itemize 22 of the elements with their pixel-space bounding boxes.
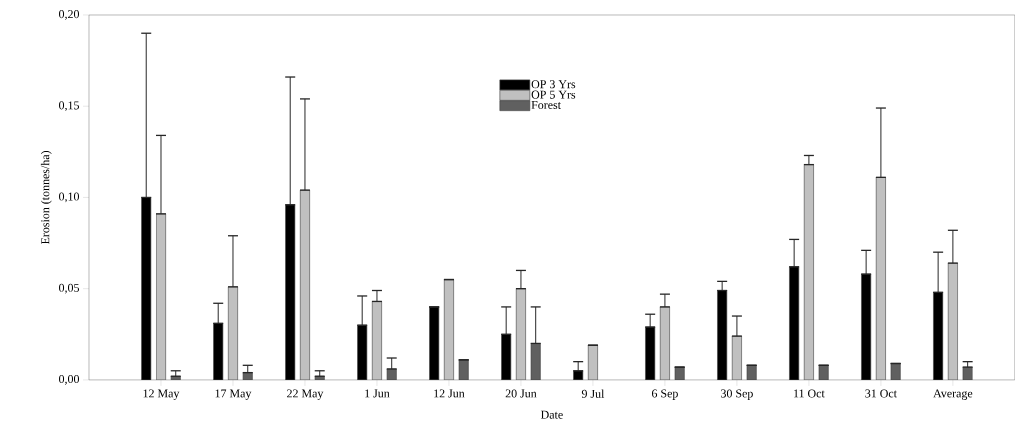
x-tick-label: 9 Jul <box>581 389 605 398</box>
y-axis-title: Erosion (tonnes/ha) <box>40 151 52 245</box>
y-tick-label: 0,05 <box>59 283 80 294</box>
x-tick-label: 31 Oct <box>865 389 897 398</box>
x-tick-label: 1 Jun <box>365 389 390 398</box>
x-tick-label: 11 Oct <box>794 389 825 398</box>
x-tick-label: 30 Sep <box>721 389 753 400</box>
x-tick-label: 22 May <box>287 389 324 400</box>
x-axis-title: Date <box>540 410 563 419</box>
y-tick-label: 0,10 <box>59 192 80 203</box>
x-tick-label: 12 Jun <box>434 389 465 398</box>
x-tick-label: 17 May <box>215 389 252 400</box>
x-tick-label: 6 Sep <box>651 389 678 400</box>
x-tick-label: 12 May <box>143 389 180 400</box>
y-tick-label: 0,15 <box>59 101 80 112</box>
y-tick-label: 0,20 <box>59 10 80 20</box>
legend-label: OP 3 Yrs <box>531 80 576 89</box>
x-tick-label: Average <box>933 389 973 400</box>
legend-label: Forest <box>531 101 561 110</box>
y-tick-label: 0,00 <box>59 375 80 385</box>
legend-label: OP 5 Yrs <box>531 90 576 99</box>
x-tick-label: 20 Jun <box>505 389 537 398</box>
